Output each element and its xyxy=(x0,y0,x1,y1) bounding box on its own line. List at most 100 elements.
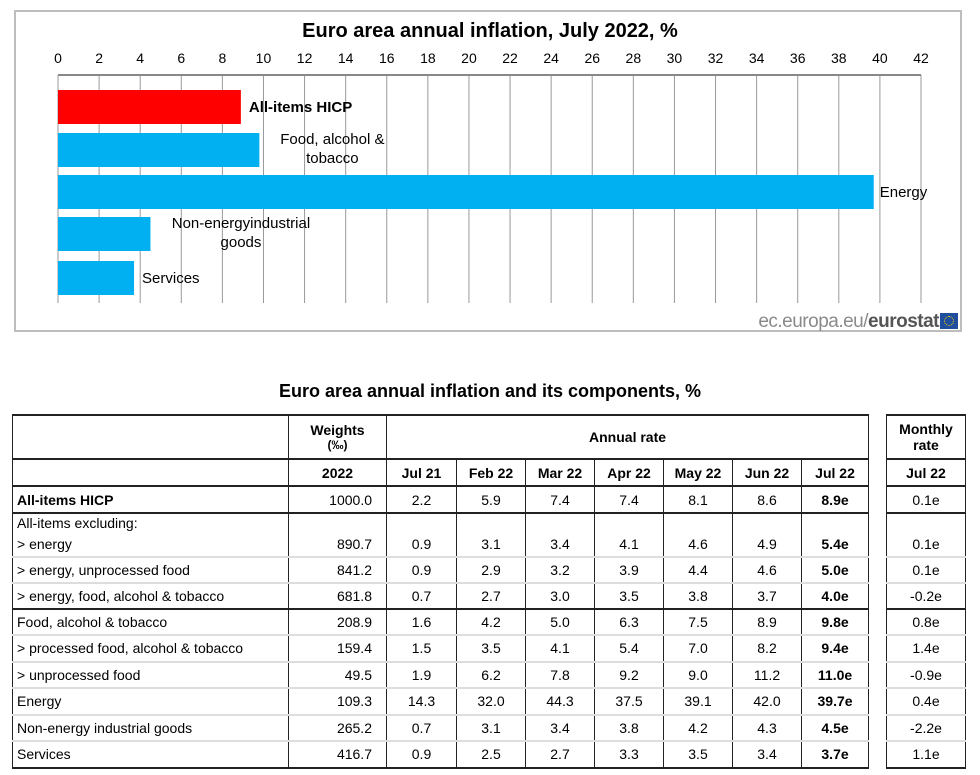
row-value: 9.4e xyxy=(800,634,870,662)
row-value: 4.3 xyxy=(732,713,802,741)
bar-chart: 0 2 4 6 8 10 12 14 16 18 20 22 24 26 28 30 32 34 36 38 40 42A… xyxy=(54,50,929,303)
row-value: 3.2 xyxy=(525,556,595,583)
row-value: 2.7 xyxy=(525,740,595,769)
header-month: Apr 22 xyxy=(594,459,664,487)
row-value: 11.0e xyxy=(800,660,870,688)
bar-label: Energy xyxy=(880,184,928,201)
header-month: Jul 22 xyxy=(800,459,870,487)
row-value: 7.5 xyxy=(663,609,733,635)
monthly-label-2: rate xyxy=(913,437,939,453)
table-row: > processed food, alcohol & tobacco 159.4… xyxy=(12,634,870,662)
row-monthly: -0.9e xyxy=(886,660,966,688)
row-value: 5.0e xyxy=(800,556,870,583)
blank-cell xyxy=(800,513,870,531)
row-value: 4.1 xyxy=(525,634,595,662)
chart-frame xyxy=(14,10,962,332)
x-tick-label: 18 xyxy=(420,50,436,66)
table-row: 0.1e xyxy=(886,556,966,583)
x-tick-label: 10 xyxy=(256,50,272,66)
row-value: 3.4 xyxy=(732,740,802,769)
header-month: Mar 22 xyxy=(525,459,595,487)
table-row: 2022 Jul 21 Feb 22 Mar 22 Apr 22 May 22 Jun 22… xyxy=(12,459,870,487)
row-value: 39.1 xyxy=(663,687,733,715)
row-value: 8.9e xyxy=(800,486,870,514)
header-month: Jun 22 xyxy=(732,459,802,487)
table-row: Food, alcohol & tobacco 208.9 1.6 4.2 5.0 6.3… xyxy=(12,609,870,635)
row-value: 3.5 xyxy=(663,740,733,769)
source-brand: eurostat xyxy=(868,311,939,332)
header-monthly: Monthly rate xyxy=(886,414,966,460)
table-row: > unprocessed food 49.5 1.9 6.2 7.8 9.2 9.0 11.… xyxy=(12,660,870,688)
row-value: 2.2 xyxy=(386,486,457,514)
x-tick-label: 0 xyxy=(54,50,62,66)
row-value: 37.5 xyxy=(594,687,664,715)
bar-label: All-items HICP xyxy=(249,99,352,116)
table-row: 1.1e xyxy=(886,740,966,769)
blank-cell xyxy=(886,513,966,531)
x-tick-label: 8 xyxy=(218,50,226,66)
row-weight: 109.3 xyxy=(288,687,387,715)
row-value: 5.4e xyxy=(800,531,870,557)
row-label: Non-energy industrial goods xyxy=(12,713,289,741)
blank-cell xyxy=(288,513,387,531)
row-value: 4.2 xyxy=(456,609,526,635)
x-tick-label: 32 xyxy=(708,50,724,66)
row-value: 4.5e xyxy=(800,713,870,741)
row-weight: 416.7 xyxy=(288,740,387,769)
row-value: 0.7 xyxy=(386,713,457,741)
row-label: > energy, food, alcohol & tobacco xyxy=(12,582,289,610)
table-row: -0.2e xyxy=(886,582,966,610)
row-label: > energy, unprocessed food xyxy=(12,556,289,583)
x-tick-label: 26 xyxy=(584,50,600,66)
row-value: 3.3 xyxy=(594,740,664,769)
row-value: 6.3 xyxy=(594,609,664,635)
row-value: 32.0 xyxy=(456,687,526,715)
bar xyxy=(58,175,874,209)
row-label: > unprocessed food xyxy=(12,660,289,688)
header-blank xyxy=(12,459,289,487)
blank-cell xyxy=(732,513,802,531)
x-tick-label: 20 xyxy=(461,50,477,66)
monthly-label: Monthly xyxy=(899,421,953,437)
row-value: 2.5 xyxy=(456,740,526,769)
header-monthly-month: Jul 22 xyxy=(886,459,966,487)
x-tick-label: 4 xyxy=(136,50,144,66)
row-value: 3.5 xyxy=(456,634,526,662)
x-tick-label: 24 xyxy=(543,50,559,66)
row-value: 0.7 xyxy=(386,582,457,610)
x-tick-label: 40 xyxy=(872,50,888,66)
row-monthly: 0.8e xyxy=(886,609,966,635)
weights-label: Weights xyxy=(310,422,365,438)
table-row: All-items excluding: xyxy=(12,513,870,531)
row-monthly: 1.4e xyxy=(886,634,966,662)
row-label: > processed food, alcohol & tobacco xyxy=(12,634,289,662)
x-tick-label: 22 xyxy=(502,50,518,66)
row-value: 3.4 xyxy=(525,531,595,557)
x-tick-label: 34 xyxy=(749,50,765,66)
row-value: 0.9 xyxy=(386,740,457,769)
inflation-table: Weights (‰) Annual rate 2022 Jul 21 Feb 22 Mar… xyxy=(12,414,870,769)
row-weight: 49.5 xyxy=(288,660,387,688)
x-tick-label: 2 xyxy=(95,50,103,66)
row-monthly: -2.2e xyxy=(886,713,966,741)
row-value: 3.9 xyxy=(594,556,664,583)
row-value: 3.4 xyxy=(525,713,595,741)
table-title: Euro area annual inflation and its compo… xyxy=(278,381,702,401)
x-tick-label: 28 xyxy=(626,50,642,66)
row-monthly: 0.1e xyxy=(886,556,966,583)
table-row: Services 416.7 0.9 2.5 2.7 3.3 3.5 3.4 3.7e xyxy=(12,740,870,769)
header-month: May 22 xyxy=(663,459,733,487)
row-monthly: 0.4e xyxy=(886,687,966,715)
row-value: 8.2 xyxy=(732,634,802,662)
row-label: > energy xyxy=(12,531,289,557)
row-value: 3.1 xyxy=(456,531,526,557)
excluding-label: All-items excluding: xyxy=(12,513,289,531)
blank-cell xyxy=(594,513,664,531)
row-weight: 681.8 xyxy=(288,582,387,610)
row-weight: 265.2 xyxy=(288,713,387,741)
table-row: Non-energy industrial goods 265.2 0.7 3.1 3.… xyxy=(12,713,870,741)
table-row: Energy 109.3 14.3 32.0 44.3 37.5 39.1 42.0 39.7e xyxy=(12,687,870,715)
row-value: 9.2 xyxy=(594,660,664,688)
row-value: 3.5 xyxy=(594,582,664,610)
row-value: 3.8 xyxy=(663,582,733,610)
